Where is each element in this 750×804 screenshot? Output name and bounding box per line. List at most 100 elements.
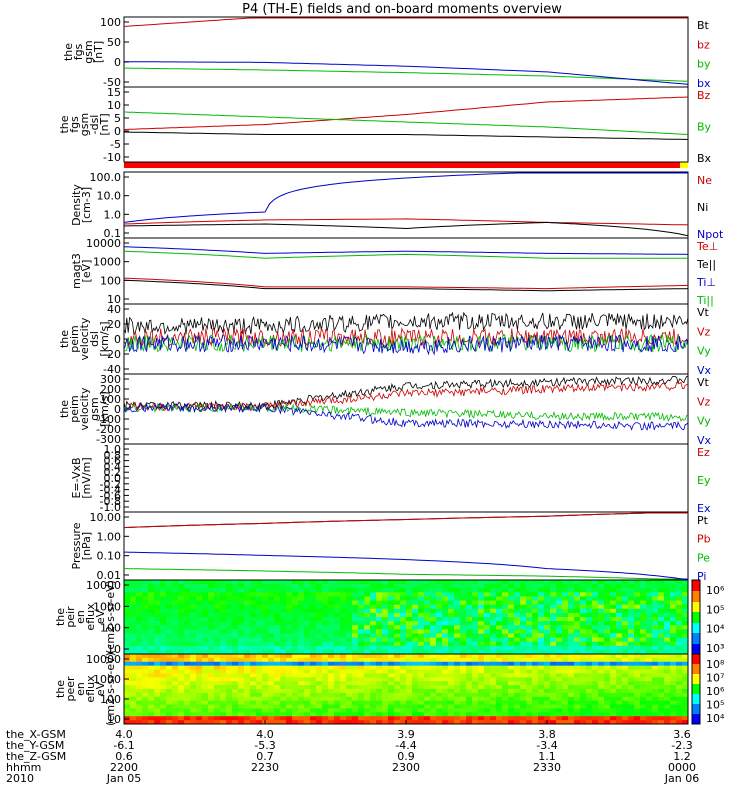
spectrogram-cell [310,696,317,702]
spectrogram-cell [322,641,329,647]
spectrogram-cell [460,625,467,630]
spectrogram-cell [484,625,491,630]
spectrogram-cell [190,633,197,639]
spectrogram-cell [244,712,251,717]
spectrogram-cell [412,604,419,610]
spectrogram-cell [220,696,227,702]
spectrogram-cell [346,592,353,597]
spectrogram-cell [238,637,245,643]
spectrogram-cell [430,685,437,690]
spectrogram-cell [412,689,419,694]
spectrogram-cell [460,681,467,686]
spectrogram-cell [190,580,197,585]
spectrogram-cell [262,685,269,690]
spectrogram-cell [592,625,599,630]
spectrogram-cell [544,645,551,651]
colorbar-cell [692,645,700,647]
spectrogram-cell [226,604,233,610]
spectrogram-cell [598,625,605,630]
spectrogram-cell [358,692,365,698]
y-tick-label: -5 [110,138,121,151]
spectrogram-cell [424,654,431,659]
spectrogram-cell [316,637,323,643]
spectrogram-cell [484,580,491,585]
spectrogram-cell [664,689,671,694]
spectrogram-cell [190,712,197,717]
spectrogram-cell [142,700,149,706]
x-axis-value: Jan 06 [664,772,699,785]
spectrogram-cell [340,665,347,671]
legend-bz: Bz [697,89,711,102]
spectrogram-cell [304,720,311,725]
spectrogram-cell [670,608,677,614]
legend-bx: Bx [697,152,712,165]
spectrogram-cell [658,654,665,659]
spectrogram-cell [562,654,569,659]
spectrogram-cell [244,689,251,694]
spectrogram-cell [184,633,191,639]
spectrogram-cell [532,588,539,593]
spectrogram-cell [178,608,185,614]
spectrogram-cell [658,661,665,667]
spectrogram-cell [448,580,455,585]
spectrogram-cell [400,633,407,639]
spectrogram-cell [352,621,359,626]
colorbar-cell [692,663,700,665]
spectrogram-cell [124,617,131,622]
series-pt [123,512,688,529]
spectrogram-cell [136,612,143,618]
spectrogram-cell [220,633,227,639]
spectrogram-cell [274,633,281,639]
spectrogram-cell [484,720,491,725]
spectrogram-cell [376,654,383,659]
spectrogram-cell [202,661,209,667]
series-vx [123,402,689,431]
spectrogram-cell [490,608,497,614]
spectrogram-cell [526,720,533,725]
spectrogram-cell [262,580,269,585]
spectrogram-cell [520,580,527,585]
spectrogram-cell [340,673,347,678]
spectrogram-cell [148,588,155,593]
y-axis-label: velocity [78,387,91,430]
spectrogram-cell [226,692,233,698]
spectrogram-cell [142,708,149,713]
spectrogram-cell [418,580,425,585]
spectrogram-cell [544,654,551,659]
spectrogram-cell [316,592,323,597]
spectrogram-cell [592,617,599,622]
spectrogram-cell [274,689,281,694]
spectrogram-cell [532,584,539,589]
spectrogram-cell [418,633,425,639]
colorbar-cell [692,656,700,658]
spectrogram-cell [424,596,431,602]
spectrogram-cell [586,716,593,721]
spectrogram-cell [328,696,335,702]
spectrogram-cell [574,700,581,706]
spectrogram-cell [448,708,455,713]
spectrogram-cell [634,625,641,630]
spectrogram-cell [376,657,383,663]
spectrogram-cell [616,596,623,602]
spectrogram-cell [514,689,521,694]
spectrogram-cell [496,629,503,634]
spectrogram-cell [562,661,569,667]
spectrogram-cell [502,604,509,610]
y-tick-label: -0.4 [100,484,121,497]
spectrogram-cell [526,645,533,651]
spectrogram-cell [556,580,563,585]
spectrogram-cell [376,700,383,706]
spectrogram-cell [670,689,677,694]
colorbar-cell [692,692,700,694]
spectrogram-cell [358,669,365,674]
spectrogram-cell [640,704,647,709]
spectrogram-cell [310,665,317,671]
spectrogram-cell [424,633,431,639]
spectrogram-cell [172,692,179,698]
colorbar-cell [692,698,700,700]
spectrogram-cell [328,637,335,643]
spectrogram-cell [196,689,203,694]
spectrogram-cell [442,665,449,671]
spectrogram-cell [322,716,329,721]
spectrogram-cell [292,692,299,698]
